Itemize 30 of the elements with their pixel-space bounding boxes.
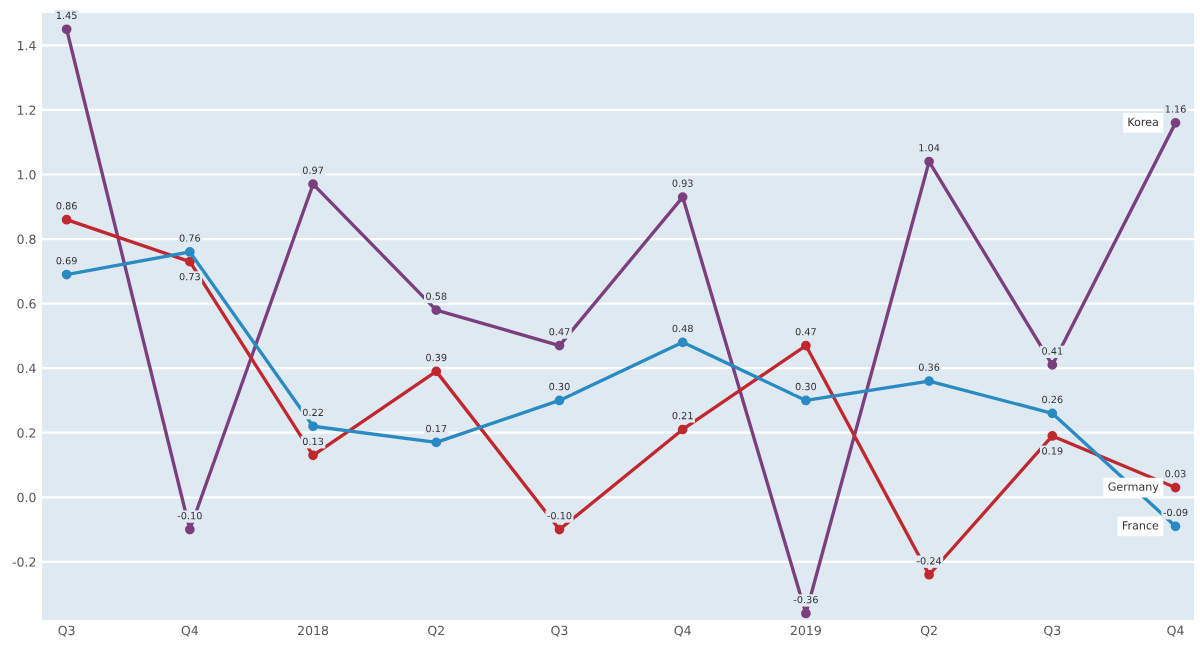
point [308, 421, 318, 432]
point [801, 608, 811, 619]
point [677, 424, 688, 435]
point [1047, 360, 1058, 370]
point [554, 524, 565, 535]
point [431, 437, 442, 448]
point [61, 24, 72, 35]
point [431, 305, 442, 315]
point [184, 524, 195, 535]
point [924, 376, 934, 386]
point [184, 256, 195, 267]
point [308, 450, 318, 461]
point [1047, 431, 1058, 441]
point [801, 395, 811, 406]
point [431, 366, 442, 377]
point [554, 395, 565, 406]
point [1047, 408, 1058, 419]
point [554, 340, 565, 351]
point [677, 337, 688, 348]
point [61, 269, 72, 280]
point [1170, 118, 1181, 128]
point [184, 247, 195, 257]
point [1170, 482, 1181, 493]
point [1170, 521, 1181, 532]
point [61, 214, 72, 225]
point [308, 179, 318, 190]
point [677, 192, 688, 202]
point [924, 156, 934, 167]
point [801, 340, 811, 351]
point [924, 569, 934, 580]
